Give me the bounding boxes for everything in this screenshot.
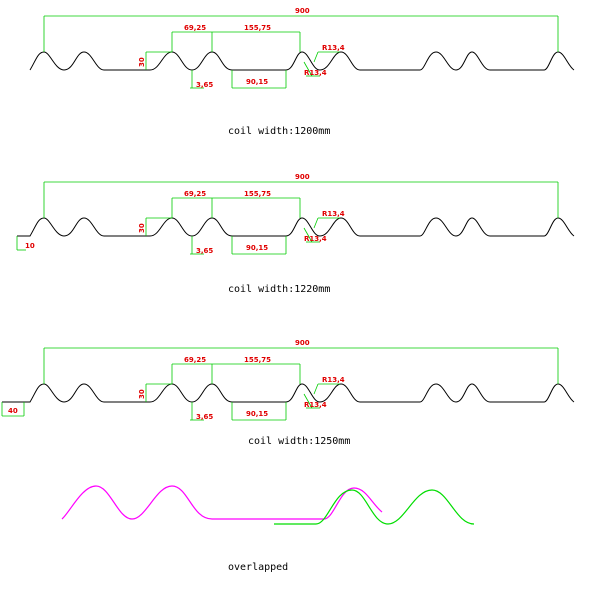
radius-bottom-dimension: R13,4 xyxy=(304,69,327,77)
overlap-profile-b xyxy=(274,489,475,525)
edge-extension-dimension: 10 xyxy=(25,242,35,250)
profile-section-1: 900 69,25 155,75 30 3,65 90,15 R13,4 R13… xyxy=(29,7,575,137)
radius-top-dimension: R13,4 xyxy=(322,210,345,218)
radius-bottom-dimension: R13,4 xyxy=(304,235,327,243)
overlap-profile-a xyxy=(61,485,383,520)
span-dimension: 155,75 xyxy=(244,356,271,364)
corrugated-profile xyxy=(2,383,575,403)
dimension-lines xyxy=(43,15,559,89)
radius-top-dimension: R13,4 xyxy=(322,376,345,384)
bottom-width-dimension: 90,15 xyxy=(246,78,268,86)
pitch-dimension: 69,25 xyxy=(184,356,206,364)
profile-section-3: 900 69,25 155,75 30 3,65 90,15 R13,4 R13… xyxy=(1,339,575,447)
bottom-width-dimension: 90,15 xyxy=(246,410,268,418)
span-dimension: 155,75 xyxy=(244,190,271,198)
dimension-lines xyxy=(1,347,559,421)
coil-width-caption: coil width:1200mm xyxy=(228,126,330,137)
thickness-dimension: 3,65 xyxy=(196,413,213,421)
height-dimension: 30 xyxy=(138,389,146,399)
profile-section-2: 900 69,25 155,75 30 3,65 90,15 R13,4 R13… xyxy=(16,173,575,295)
thickness-dimension: 3,65 xyxy=(196,247,213,255)
radius-top-dimension: R13,4 xyxy=(322,44,345,52)
bottom-width-dimension: 90,15 xyxy=(246,244,268,252)
height-dimension: 30 xyxy=(138,223,146,233)
span-dimension: 155,75 xyxy=(244,24,271,32)
pitch-dimension: 69,25 xyxy=(184,190,206,198)
overlap-section: overlapped xyxy=(61,485,475,573)
coil-width-caption: coil width:1220mm xyxy=(228,284,330,295)
overlapped-caption: overlapped xyxy=(228,562,288,573)
edge-extension-dimension: 40 xyxy=(8,407,18,415)
thickness-dimension: 3,65 xyxy=(196,81,213,89)
pitch-dimension: 69,25 xyxy=(184,24,206,32)
corrugated-profile xyxy=(29,51,575,71)
coil-width-caption: coil width:1250mm xyxy=(248,436,350,447)
radius-bottom-dimension: R13,4 xyxy=(304,401,327,409)
overall-dimension: 900 xyxy=(295,339,310,347)
overall-dimension: 900 xyxy=(295,7,310,15)
corrugated-profile xyxy=(17,217,575,237)
height-dimension: 30 xyxy=(138,57,146,67)
overall-dimension: 900 xyxy=(295,173,310,181)
dimension-lines xyxy=(16,181,559,255)
